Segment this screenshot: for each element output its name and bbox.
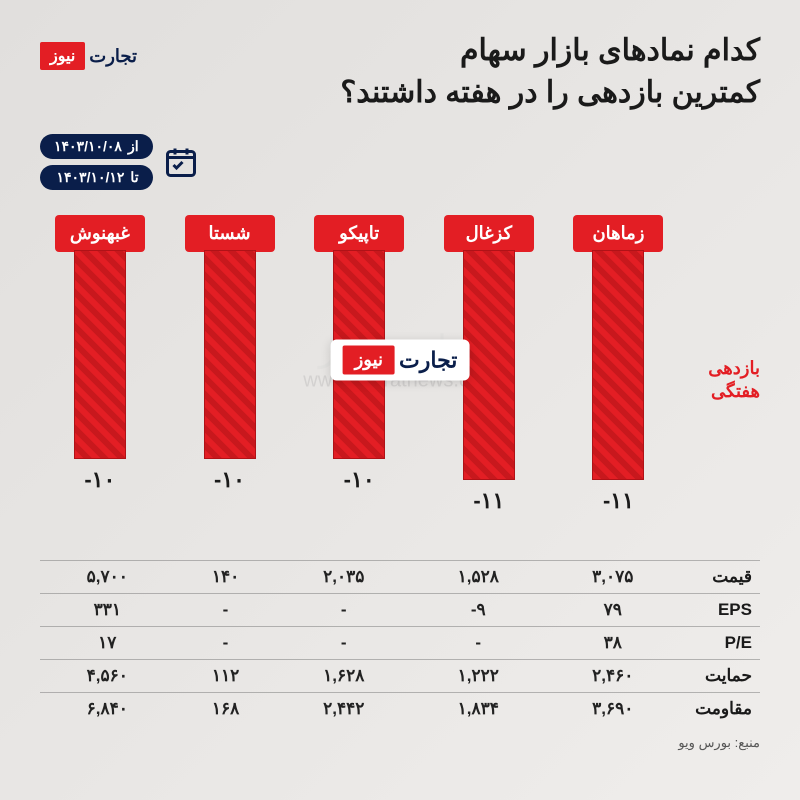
header: کدام نمادهای بازار سهام کمترین بازدهی را… bbox=[40, 30, 760, 114]
table-cell: ۲,۰۳۵ bbox=[277, 561, 412, 594]
bar bbox=[463, 250, 515, 480]
table-row: مقاومت۳,۶۹۰۱,۸۳۴۲,۴۴۲۱۶۸۶,۸۴۰ bbox=[40, 693, 760, 726]
calendar-icon bbox=[163, 144, 199, 180]
row-header: قیمت bbox=[680, 561, 760, 594]
table-cell: ۳۳۱ bbox=[40, 594, 175, 627]
table-cell: ۳,۰۷۵ bbox=[546, 561, 681, 594]
source-label: منبع: بورس ویو bbox=[40, 735, 760, 751]
brand-dark-text: تجارت bbox=[89, 46, 137, 67]
table-cell: ۷۹ bbox=[546, 594, 681, 627]
table-cell: ۲,۴۴۲ bbox=[277, 693, 412, 726]
title-line-2: کمترین بازدهی را در هفته داشتند؟ bbox=[340, 72, 760, 114]
table-row: قیمت۳,۰۷۵۱,۵۲۸۲,۰۳۵۱۴۰۵,۷۰۰ bbox=[40, 561, 760, 594]
y-axis-label: بازدهیهفتگی bbox=[708, 357, 760, 404]
table-cell: ۱,۶۲۸ bbox=[277, 660, 412, 693]
bar-value: -۱۰ bbox=[84, 467, 115, 493]
bar-label: شستا bbox=[185, 215, 275, 252]
bar-label: تاپیکو bbox=[314, 215, 404, 252]
bar-col-0: زماهان -۱۱ bbox=[569, 215, 669, 545]
center-brand-badge: تجارت نیوز bbox=[331, 340, 470, 381]
table-cell: ۲,۴۶۰ bbox=[546, 660, 681, 693]
bar-col-4: غبهنوش -۱۰ bbox=[50, 215, 150, 545]
table-cell: ۱,۲۲۲ bbox=[411, 660, 546, 693]
table-row: EPS۷۹-۹--۳۳۱ bbox=[40, 594, 760, 627]
table-cell: - bbox=[411, 627, 546, 660]
table-cell: ۴,۵۶۰ bbox=[40, 660, 175, 693]
table-row: حمایت۲,۴۶۰۱,۲۲۲۱,۶۲۸۱۱۲۴,۵۶۰ bbox=[40, 660, 760, 693]
date-range: از ۱۴۰۳/۱۰/۰۸ تا ۱۴۰۳/۱۰/۱۲ bbox=[40, 134, 760, 190]
table-cell: ۱۶۸ bbox=[175, 693, 277, 726]
table-cell: - bbox=[277, 594, 412, 627]
date-from: از ۱۴۰۳/۱۰/۰۸ bbox=[40, 134, 153, 159]
brand-badge: تجارت نیوز bbox=[40, 42, 137, 70]
table-cell: ۱۴۰ bbox=[175, 561, 277, 594]
table-cell: ۳,۶۹۰ bbox=[546, 693, 681, 726]
table-cell: ۱۷ bbox=[40, 627, 175, 660]
bar-label: غبهنوش bbox=[55, 215, 145, 252]
title-line-1: کدام نمادهای بازار سهام bbox=[340, 30, 760, 72]
table-cell: ۳۸ bbox=[546, 627, 681, 660]
bar-value: -۱۰ bbox=[344, 467, 375, 493]
table-row: P/E۳۸---۱۷ bbox=[40, 627, 760, 660]
row-header: EPS bbox=[680, 594, 760, 627]
table-cell: ۱,۵۲۸ bbox=[411, 561, 546, 594]
date-to: تا ۱۴۰۳/۱۰/۱۲ bbox=[40, 165, 153, 190]
row-header: حمایت bbox=[680, 660, 760, 693]
table-cell: ۱,۸۳۴ bbox=[411, 693, 546, 726]
bar bbox=[74, 250, 126, 459]
bar-value: -۱۱ bbox=[473, 488, 504, 514]
row-header: P/E bbox=[680, 627, 760, 660]
table-cell: ۱۱۲ bbox=[175, 660, 277, 693]
bar bbox=[592, 250, 644, 480]
data-table: قیمت۳,۰۷۵۱,۵۲۸۲,۰۳۵۱۴۰۵,۷۰۰EPS۷۹-۹--۳۳۱P… bbox=[40, 560, 760, 725]
bar-chart: بازدهیهفتگی زماهان -۱۱ کزغال -۱۱ تاپیکو … bbox=[40, 215, 760, 545]
bar-value: -۱۱ bbox=[603, 488, 634, 514]
table-cell: -۹ bbox=[411, 594, 546, 627]
page-title: کدام نمادهای بازار سهام کمترین بازدهی را… bbox=[340, 30, 760, 114]
bar-col-3: شستا -۱۰ bbox=[180, 215, 280, 545]
table-cell: ۵,۷۰۰ bbox=[40, 561, 175, 594]
bar-label: زماهان bbox=[573, 215, 663, 252]
bar-value: -۱۰ bbox=[214, 467, 245, 493]
table-cell: - bbox=[175, 627, 277, 660]
table-cell: - bbox=[277, 627, 412, 660]
table-cell: ۶,۸۴۰ bbox=[40, 693, 175, 726]
table-cell: - bbox=[175, 594, 277, 627]
bar-label: کزغال bbox=[444, 215, 534, 252]
brand-red-text: نیوز bbox=[40, 42, 85, 70]
row-header: مقاومت bbox=[680, 693, 760, 726]
bar bbox=[204, 250, 256, 459]
